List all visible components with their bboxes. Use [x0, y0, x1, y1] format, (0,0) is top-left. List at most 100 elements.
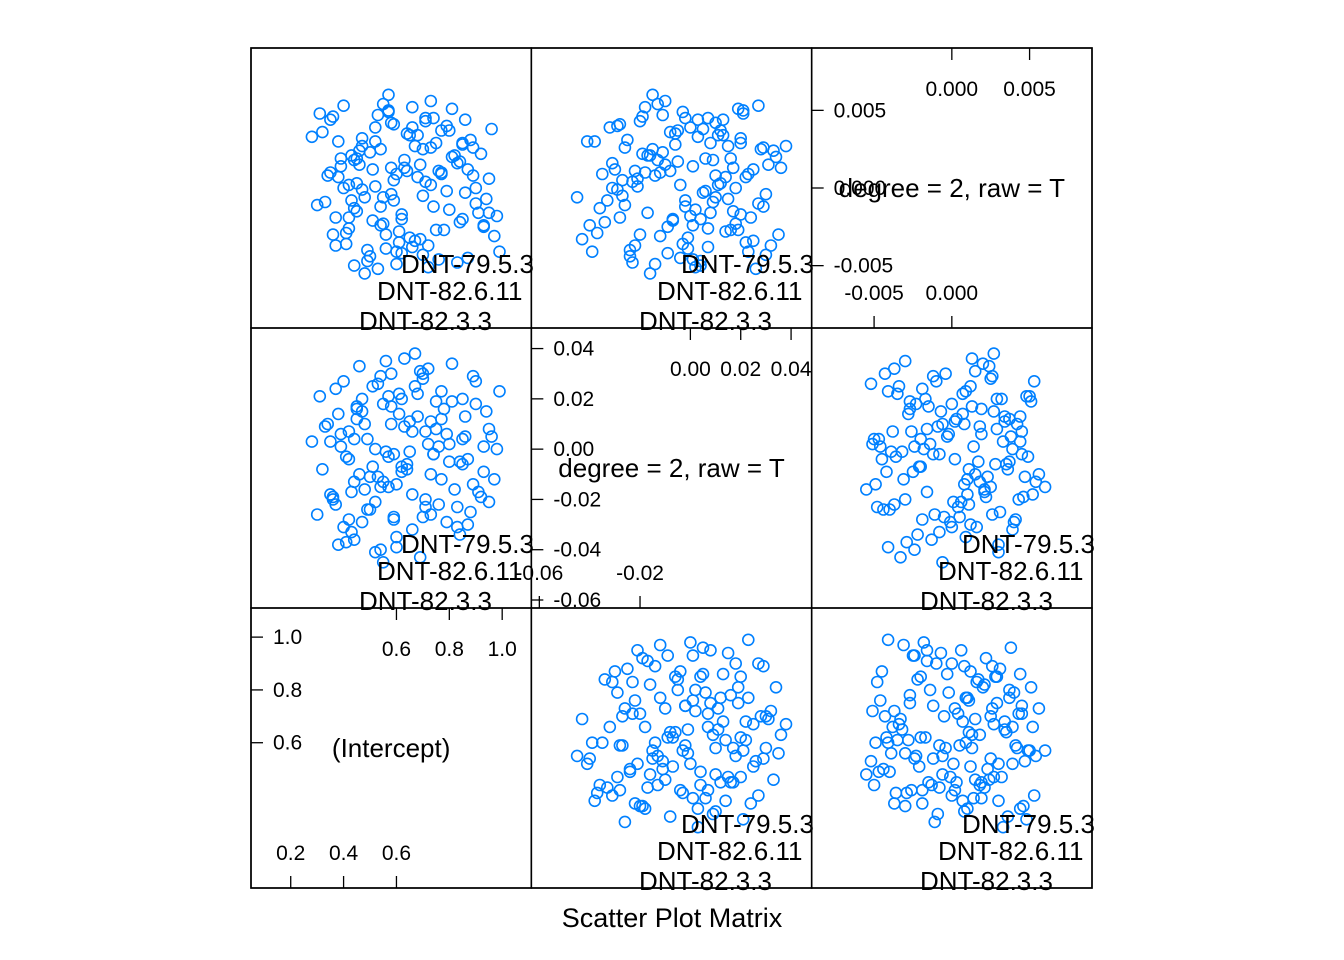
point-2-2-45 — [884, 746, 898, 760]
point-2-1-130 — [618, 702, 632, 715]
point-2-2-134 — [975, 775, 988, 789]
point-2-2-117 — [878, 709, 892, 723]
point-1-2-116 — [992, 545, 1005, 559]
point-1-0-134 — [350, 402, 364, 416]
point-2-1-65 — [631, 757, 644, 771]
point-1-2-26 — [1038, 480, 1052, 494]
point-0-0-141 — [387, 194, 401, 207]
point-1-2-113 — [891, 387, 904, 401]
point-1-0-67 — [347, 533, 361, 547]
point-0-0-55 — [411, 170, 424, 184]
point-2-2-121 — [903, 696, 917, 710]
point-0-1-48 — [653, 229, 667, 243]
point-1-2-58 — [939, 367, 952, 381]
point-1-0-88 — [363, 470, 377, 484]
point-2-1-138 — [653, 691, 667, 705]
point-1-0-31 — [331, 538, 345, 552]
point-2-1-92 — [616, 739, 629, 752]
point-2-2-25 — [931, 807, 945, 821]
point-1-0-115 — [458, 430, 472, 443]
point-0-0-58 — [384, 187, 398, 201]
point-1-0-61 — [450, 520, 464, 534]
point-2-1-62 — [744, 797, 758, 810]
point-label-0-1-2: DNT-82.3.3 — [639, 306, 772, 336]
point-2-1-90 — [636, 799, 649, 813]
point-label-0-1-1: DNT-82.6.11 — [657, 276, 802, 306]
point-0-1-95 — [706, 153, 720, 167]
point-2-1-104 — [598, 673, 612, 686]
point-0-1-34 — [746, 234, 760, 248]
diag-y-tick-label-2-0: -0.005 — [834, 255, 894, 278]
point-1-2-53 — [1013, 410, 1027, 423]
point-0-0-40 — [466, 141, 480, 154]
point-2-2-125 — [964, 760, 977, 773]
point-0-1-78 — [641, 206, 654, 220]
point-1-0-95 — [398, 420, 411, 433]
point-1-2-132 — [1003, 455, 1016, 469]
point-0-0-105 — [384, 161, 398, 175]
point-1-0-0 — [368, 442, 382, 456]
point-2-2-9 — [881, 633, 895, 647]
point-1-0-133 — [390, 540, 403, 554]
point-0-0-48 — [487, 229, 501, 243]
point-1-2-84 — [962, 498, 976, 511]
point-0-1-69 — [648, 257, 662, 271]
point-0-1-103 — [663, 125, 677, 139]
point-1-0-138 — [435, 472, 448, 486]
point-0-1-76 — [661, 246, 675, 260]
point-0-1-110 — [681, 231, 695, 244]
point-2-1-21 — [714, 691, 727, 705]
diag-low-tick-label-1-0: -0.06 — [515, 562, 563, 585]
point-2-1-13 — [752, 789, 765, 802]
point-1-0-136 — [405, 488, 419, 501]
point-1-0-104 — [453, 528, 467, 541]
point-1-2-130 — [985, 508, 999, 521]
point-0-0-64 — [437, 223, 451, 237]
point-0-0-107 — [419, 114, 432, 128]
point-1-2-105 — [965, 400, 979, 413]
point-1-0-105 — [384, 400, 398, 413]
point-1-0-99 — [490, 442, 504, 456]
point-1-0-123 — [411, 410, 424, 423]
point-0-1-8 — [633, 228, 647, 241]
point-1-2-19 — [968, 364, 982, 378]
point-labels-layer: DNT-79.5.3DNT-82.6.11DNT-82.3.3DNT-79.5.… — [359, 249, 1095, 896]
point-2-1-53 — [716, 667, 730, 681]
point-2-2-13 — [1027, 789, 1041, 802]
point-1-0-71 — [464, 505, 477, 519]
point-2-1-70 — [709, 805, 722, 818]
point-1-0-107 — [419, 493, 432, 506]
point-1-2-134 — [975, 402, 988, 416]
point-0-0-45 — [379, 242, 393, 255]
point-1-2-78 — [920, 485, 934, 499]
point-1-2-87 — [934, 405, 948, 418]
point-2-1-51 — [704, 696, 717, 710]
point-1-2-44 — [1024, 395, 1038, 408]
point-0-0-52 — [310, 198, 324, 212]
point-0-1-127 — [691, 113, 705, 126]
point-2-2-83 — [864, 754, 878, 768]
point-1-0-96 — [339, 535, 353, 549]
point-1-0-64 — [437, 402, 451, 416]
point-0-1-54 — [583, 219, 597, 232]
point-2-1-88 — [656, 762, 670, 776]
diagonal-layer: (Intercept) 0.2 0.4 0.6 0.6 0.8 1.0 0.6 0.8 1.0 de… — [251, 48, 1065, 888]
point-1-0-92 — [387, 510, 401, 524]
point-0-0-121 — [429, 223, 443, 237]
diag-y-tick-label-0-1: 0.8 — [273, 679, 302, 702]
point-1-2-96 — [900, 535, 914, 549]
point-2-2-19 — [968, 712, 982, 726]
point-2-1-30 — [719, 733, 732, 747]
point-1-0-18 — [477, 465, 491, 479]
point-2-1-60 — [694, 765, 707, 779]
point-1-2-135 — [908, 440, 921, 453]
point-label-1-2-0: DNT-79.5.3 — [962, 529, 1095, 559]
point-2-2-17 — [996, 820, 1010, 834]
point-2-1-31 — [588, 794, 602, 808]
point-2-2-93 — [995, 770, 1008, 784]
point-1-0-60 — [361, 432, 374, 446]
point-2-2-132 — [1003, 683, 1016, 697]
point-2-2-89 — [887, 704, 901, 718]
point-2-1-47 — [699, 791, 712, 805]
